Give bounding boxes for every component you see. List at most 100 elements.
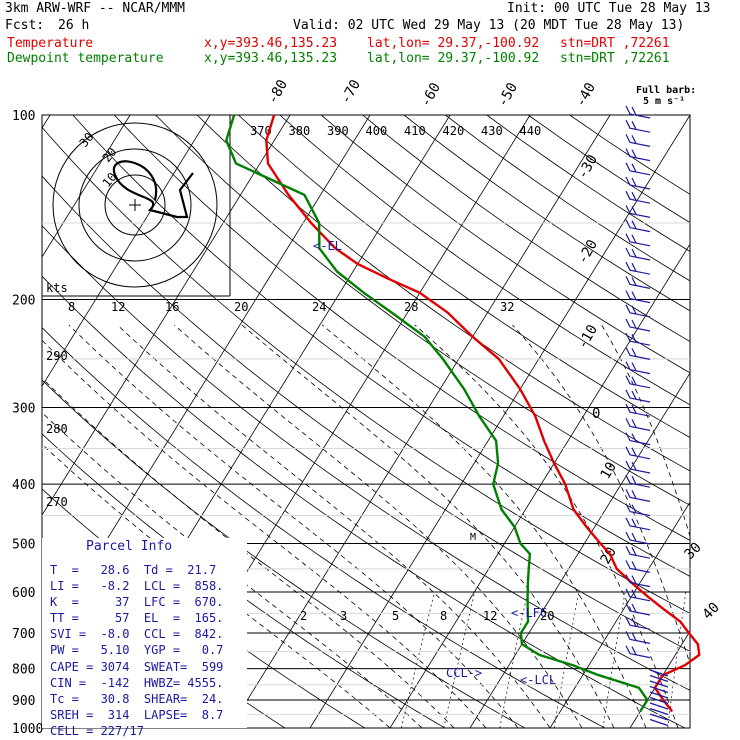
legend-dewpoint: Dewpoint temperature	[7, 51, 164, 66]
moist-adiabat-line	[68, 324, 519, 728]
isotherm-line	[549, 501, 690, 728]
moist-adiabat-line	[42, 339, 487, 728]
hodo-ring	[78, 148, 192, 262]
wind-barb	[625, 205, 651, 218]
wind-barb	[625, 474, 651, 488]
theta-label: 400	[366, 124, 388, 138]
wind-barb	[649, 718, 669, 727]
isotherm-label: -30	[575, 152, 602, 182]
wind-barb	[625, 432, 651, 446]
dry-adiabat-line	[486, 115, 690, 252]
wind-barb	[625, 460, 651, 474]
parcel-row: K = 37 LFC = 670.	[50, 595, 224, 610]
isotherm-line	[710, 115, 740, 728]
mixing-ratio-label: 20	[540, 609, 554, 623]
hodo-ring-label: 30	[77, 130, 97, 150]
theta-label: 440	[520, 124, 542, 138]
isotherm-label: -80	[265, 77, 292, 107]
wind-barb	[625, 446, 651, 460]
forecast-label: Fcst:	[5, 18, 45, 33]
wind-barb	[625, 588, 651, 602]
wind-barb	[625, 631, 651, 644]
lcl-label: <-LCL	[520, 673, 556, 687]
lfc-label: <-LFC	[511, 606, 547, 620]
theta-label: 420	[443, 124, 465, 138]
hodo-ring	[104, 174, 166, 236]
moist-adiabat-line	[42, 377, 455, 728]
ccl-label: CCL->	[446, 666, 482, 680]
pressure-tick-label: 1000	[12, 722, 43, 737]
temperature-profile	[265, 114, 701, 713]
hodo-speed-label: 32	[500, 300, 514, 314]
pressure-tick-label: 400	[12, 478, 35, 493]
wind-barb	[649, 674, 669, 683]
wind-barb	[625, 531, 651, 545]
pressure-tick-label: 800	[12, 663, 35, 678]
hodo-speed-label: 12	[111, 300, 125, 314]
wind-barb	[625, 602, 651, 616]
hodo-speed-label: 24	[312, 300, 326, 314]
parcel-row: T = 28.6 Td = 21.7	[50, 563, 217, 577]
isotherm-label: -10	[575, 322, 602, 352]
wind-barb	[625, 162, 651, 176]
theta-label: 390	[327, 124, 349, 138]
wind-barb	[625, 489, 651, 502]
forecast-hour: 26 h	[58, 18, 90, 33]
wind-barb	[625, 219, 651, 233]
theta-label: 430	[481, 124, 503, 138]
barb-legend-units: 5 m s⁻¹	[643, 96, 685, 107]
parcel-row: Tc = 30.8 SHEAR= 24.	[50, 691, 224, 706]
hodo-kts-label: kts	[46, 281, 68, 295]
moist-adiabat-line	[321, 324, 647, 728]
isotherm-label: 10	[598, 459, 620, 482]
dry-adiabat-line	[362, 115, 690, 343]
wind-barb	[625, 545, 651, 559]
wind-barb	[649, 707, 669, 716]
wind-barb	[625, 134, 651, 147]
isotherm-line	[629, 630, 690, 728]
wind-barb	[649, 696, 669, 705]
wind-barb	[625, 247, 651, 261]
wind-barb	[625, 176, 651, 190]
parcel-row: SREH = 314 LAPSE= 8.7	[50, 707, 224, 722]
isotherm-label: -60	[418, 80, 445, 110]
mixing-ratio-label: 3	[340, 609, 347, 623]
theta-label: 410	[404, 124, 426, 138]
theta-e-label: 280	[46, 422, 68, 436]
wind-barb	[625, 574, 651, 588]
parcel-row: LI = -8.2 LCL = 858.	[50, 579, 224, 594]
parcel-info-title: Parcel Info	[86, 539, 173, 554]
mixing-ratio-label: 2	[300, 609, 307, 623]
temp-latlon: lat,lon= 29.37,-100.92	[367, 36, 540, 51]
wind-barb	[625, 290, 651, 304]
dew-xy: x,y=393.46,135.23	[204, 51, 338, 66]
wind-barb	[625, 560, 651, 573]
pressure-tick-label: 200	[12, 294, 35, 309]
pressure-tick-label: 900	[12, 694, 35, 709]
wind-barb	[625, 418, 651, 431]
isotherm-label: -40	[573, 80, 600, 110]
isotherm-label: 20	[598, 544, 620, 567]
moist-adiabat-line	[601, 324, 690, 538]
wind-barb	[625, 517, 651, 531]
parcel-row: PW = 5.10 YGP = 0.7	[50, 643, 224, 658]
wind-barb	[625, 403, 651, 417]
wind-barb	[625, 148, 651, 162]
hodo-speed-label: 16	[165, 300, 179, 314]
hodo-speed-label: 8	[68, 300, 75, 314]
isotherm-line	[389, 243, 690, 728]
parcel-row: TT = 57 EL = 165.	[50, 611, 224, 626]
parcel-row: SVI = -8.0 CCL = 842.	[50, 627, 224, 642]
wind-barb	[625, 389, 651, 403]
isotherm-line	[42, 115, 131, 258]
isotherm-line	[229, 115, 611, 728]
wind-barb	[625, 332, 651, 346]
hodo-ring	[52, 122, 218, 288]
pressure-tick-label: 700	[12, 627, 35, 642]
el-label: <-EL	[313, 239, 342, 253]
wind-barb	[649, 669, 669, 677]
parcel-info-panel: Parcel Info T = 28.6 Td = 21.7 LI = -8.2 …	[42, 538, 247, 738]
pressure-tick-label: 300	[12, 401, 35, 416]
mixing-ratio-line	[443, 591, 476, 728]
